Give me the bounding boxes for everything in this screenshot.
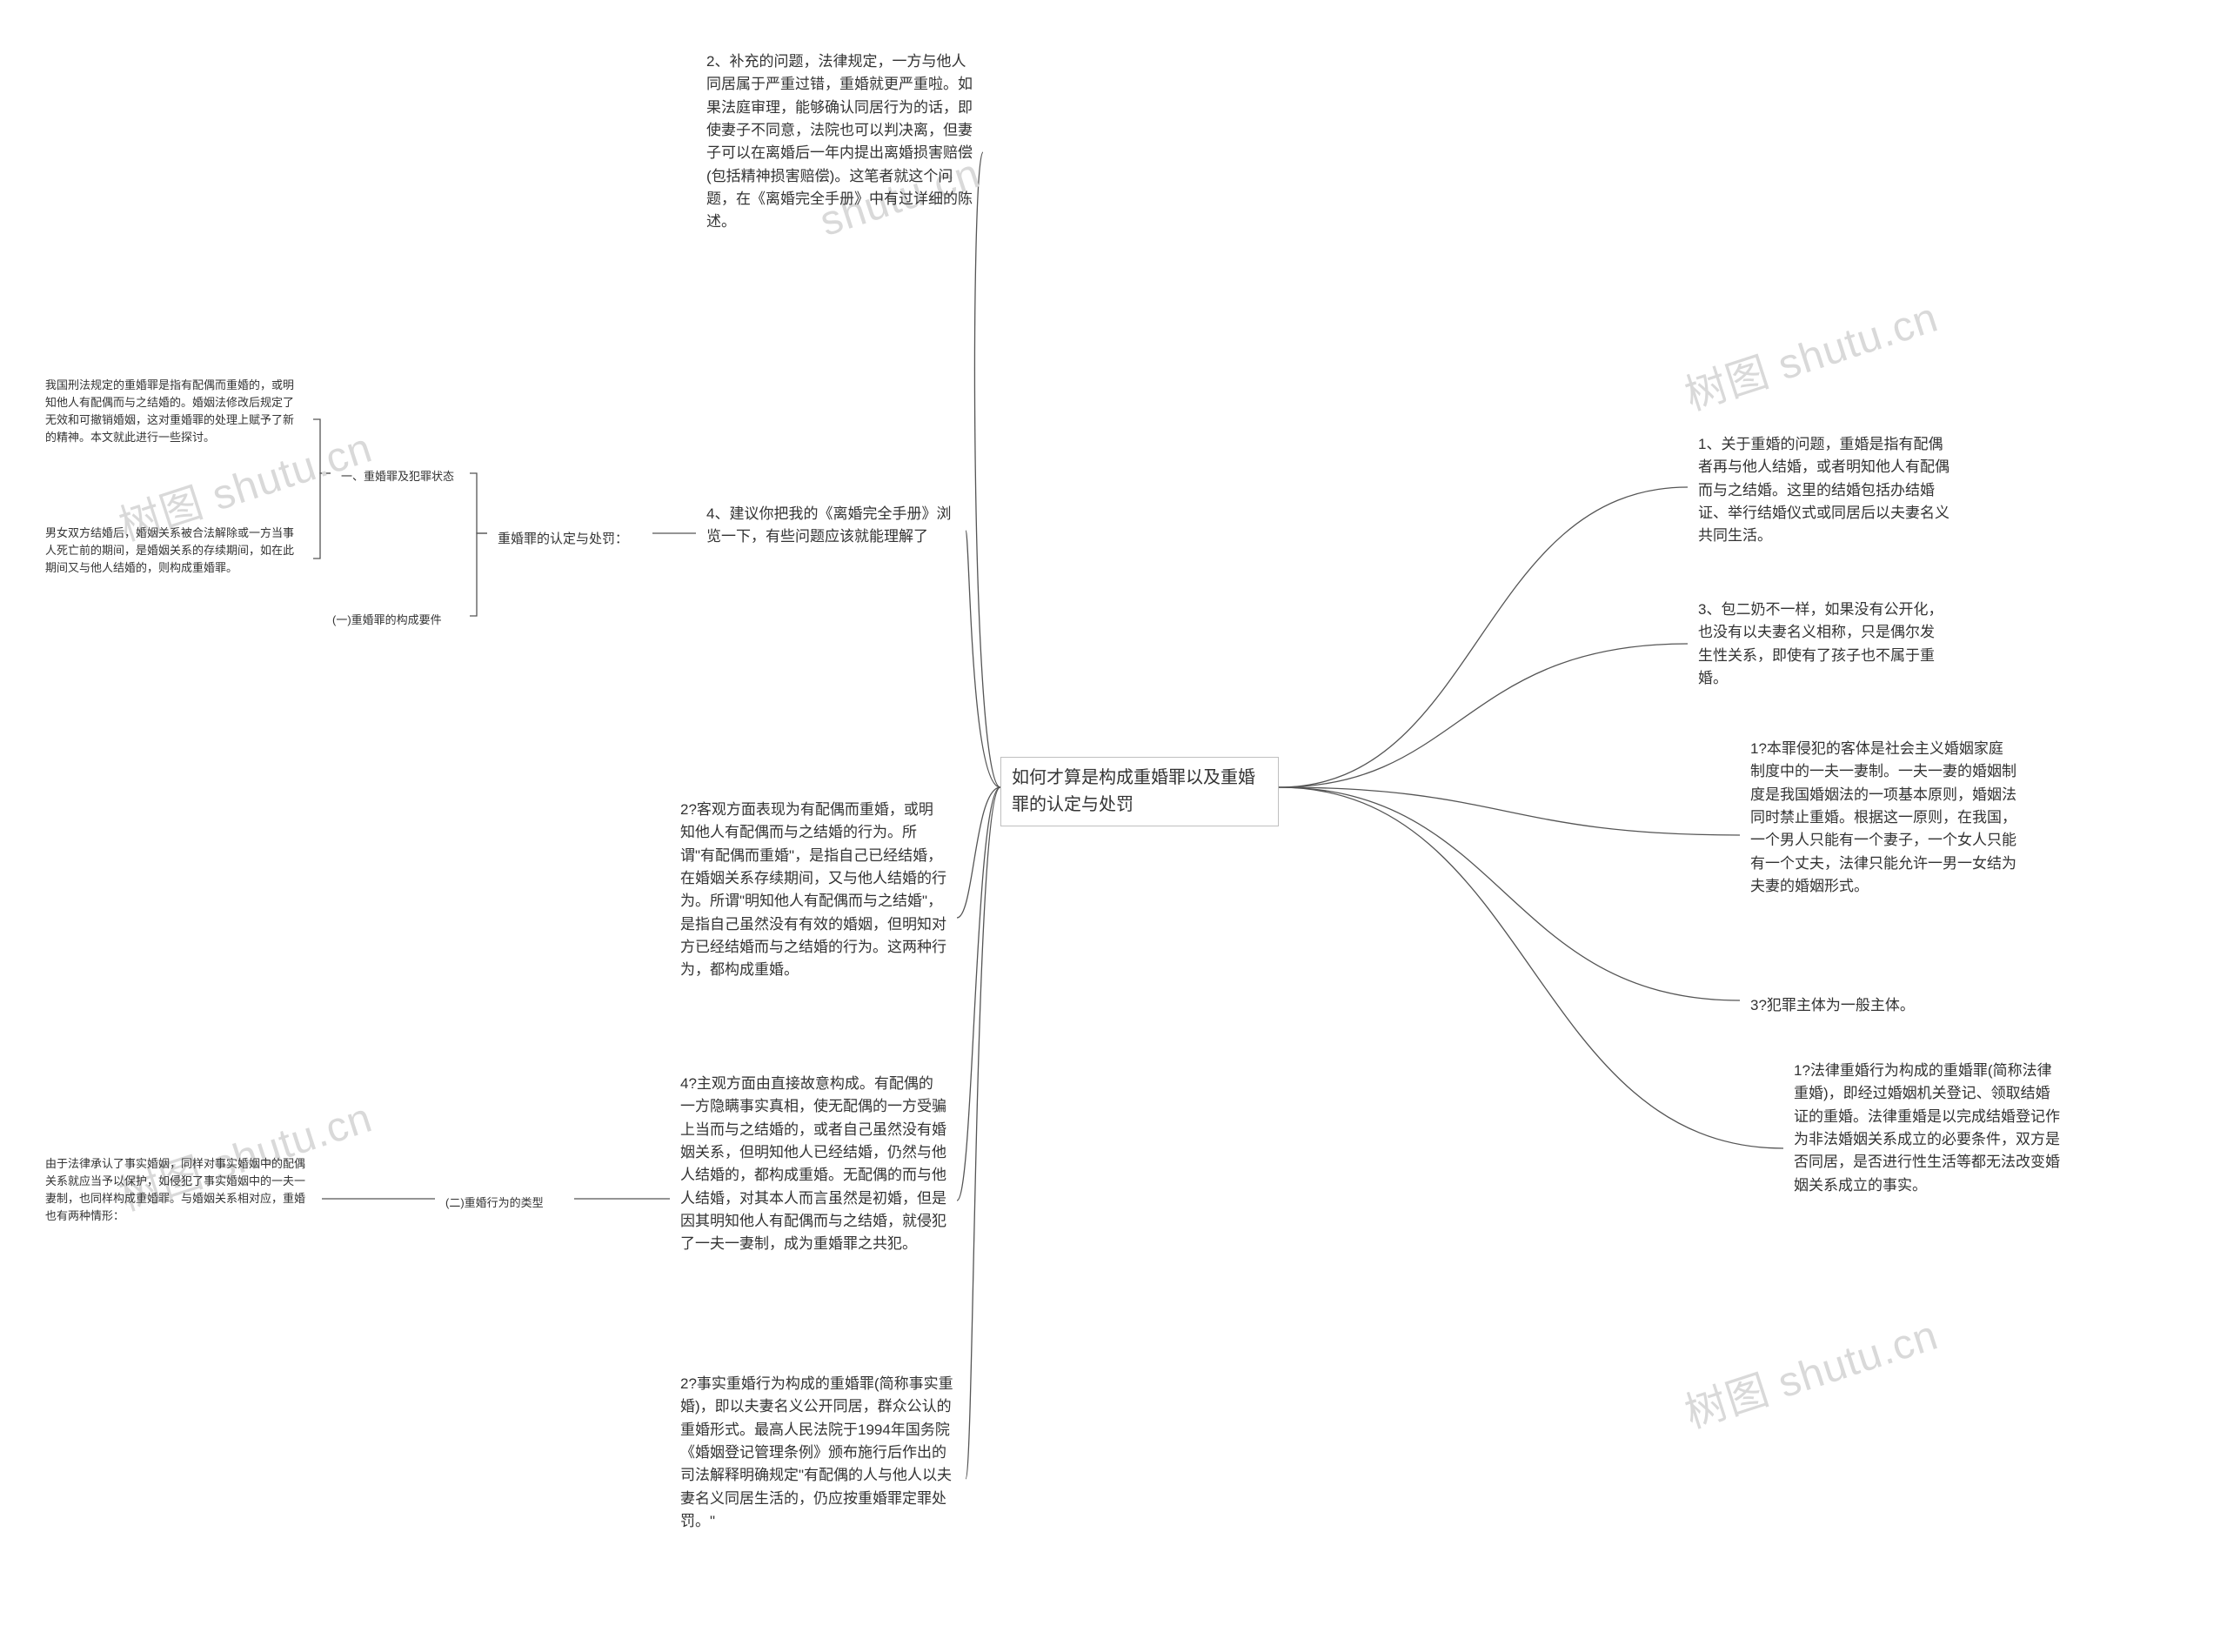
- edge: [470, 533, 487, 616]
- edge: [313, 419, 331, 473]
- mindmap-node[interactable]: 重婚罪的认定与处罚：: [487, 522, 652, 556]
- mindmap-node[interactable]: 2?事实重婚行为构成的重婚罪(简称事实重婚)，即以夫妻名义公开同居，群众公认的重…: [670, 1366, 966, 1601]
- mindmap-node[interactable]: 一、重婚罪及犯罪状态: [331, 461, 478, 492]
- mindmap-node[interactable]: 4?主观方面由直接故意构成。有配偶的一方隐瞒事实真相，使无配偶的一方受骗上当而与…: [670, 1066, 957, 1335]
- mindmap-node[interactable]: (二)重婚行为的类型: [435, 1187, 574, 1219]
- mindmap-node[interactable]: 男女双方结婚后，婚姻关系被合法解除或一方当事人死亡前的期间，是婚姻关系的存续期间…: [35, 518, 313, 605]
- mindmap-node[interactable]: (一)重婚罪的构成要件: [322, 605, 478, 636]
- edge: [957, 787, 1000, 1201]
- mindmap-canvas: 树图 shutu.cn 树图 shutu.cn 树图 shutu.cn 树图 s…: [0, 0, 2227, 1652]
- mindmap-node[interactable]: 2?客观方面表现为有配偶而重婚，或明知他人有配偶而与之结婚的行为。所谓"有配偶而…: [670, 792, 957, 1035]
- edge: [1279, 487, 1688, 787]
- mindmap-node[interactable]: 我国刑法规定的重婚罪是指有配偶而重婚的，或明知他人有配偶而与之结婚的。婚姻法修改…: [35, 370, 313, 474]
- edge: [966, 531, 1000, 787]
- watermark: 树图 shutu.cn: [1676, 283, 1945, 422]
- edge: [313, 473, 331, 558]
- edge: [966, 787, 1000, 1479]
- mindmap-node[interactable]: 1、关于重婚的问题，重婚是指有配偶者再与他人结婚，或者明知他人有配偶而与之结婚。…: [1688, 426, 1966, 557]
- mindmap-node[interactable]: 4、建议你把我的《离婚完全手册》浏览一下，有些问题应该就能理解了: [696, 496, 966, 574]
- edge: [1279, 787, 1740, 1000]
- mindmap-node[interactable]: 由于法律承认了事实婚姻，同样对事实婚姻中的配偶关系就应当予以保护，如侵犯了事实婚…: [35, 1148, 322, 1244]
- edge: [1279, 787, 1740, 835]
- mindmap-node[interactable]: 3、包二奶不一样，如果没有公开化，也没有以夫妻名义相称，只是偶尔发生性关系，即使…: [1688, 592, 1957, 697]
- edge: [1279, 787, 1783, 1148]
- edge: [957, 787, 1000, 918]
- edge: [1279, 644, 1688, 787]
- watermark: 树图 shutu.cn: [1676, 1301, 1945, 1440]
- mindmap-node[interactable]: 1?法律重婚行为构成的重婚罪(简称法律重婚)，即经过婚姻机关登记、领取结婚证的重…: [1783, 1053, 2070, 1253]
- mindmap-node[interactable]: 2、补充的问题，法律规定，一方与他人同居属于严重过错，重婚就更严重啦。如果法庭审…: [696, 43, 983, 270]
- mindmap-node[interactable]: 1?本罪侵犯的客体是社会主义婚姻家庭制度中的一夫一妻制。一夫一妻的婚姻制度是我国…: [1740, 731, 2027, 948]
- mindmap-node[interactable]: 3?犯罪主体为一般主体。: [1740, 987, 1957, 1024]
- center-node[interactable]: 如何才算是构成重婚罪以及重婚罪的认定与处罚: [1000, 757, 1279, 826]
